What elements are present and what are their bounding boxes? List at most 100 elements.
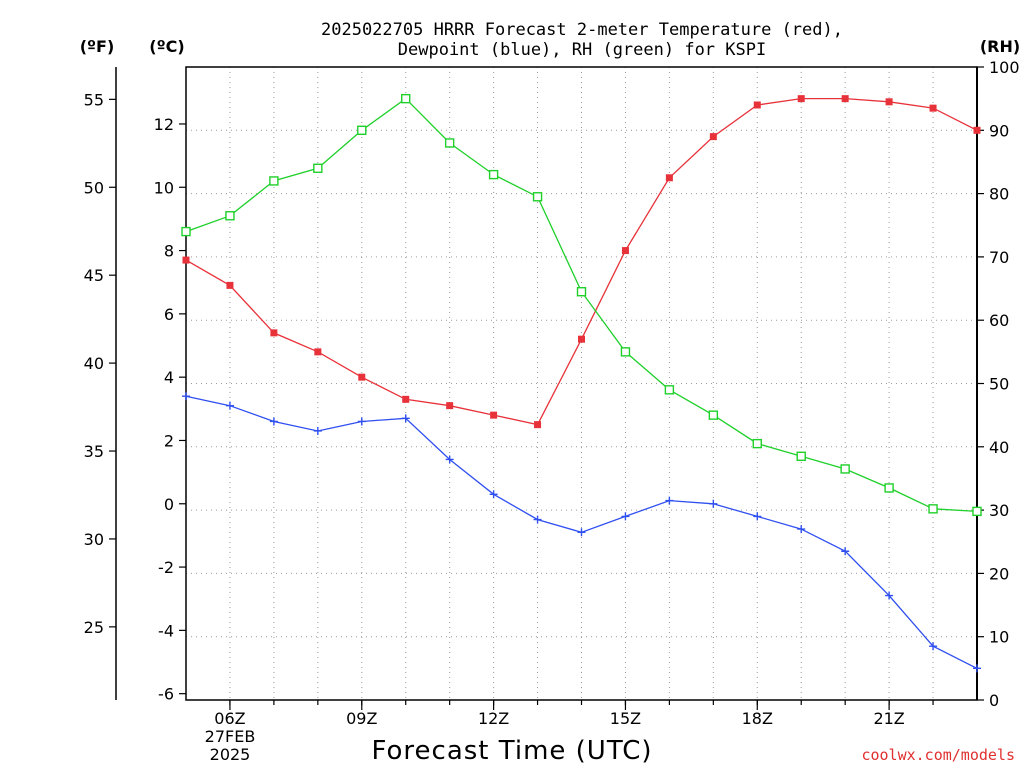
- dewpoint-point: [401, 414, 410, 423]
- dewpoint-point: [269, 417, 278, 426]
- rh-tick-label: 20: [989, 564, 1009, 583]
- temperature-point: [534, 421, 542, 429]
- dewpoint-point: [357, 417, 366, 426]
- date-label-day: 27FEB: [205, 727, 256, 746]
- rh-tick-label: 30: [989, 501, 1009, 520]
- rh-point: [225, 211, 235, 221]
- celsius-unit-label: (ºC): [149, 37, 184, 56]
- rh-point: [884, 483, 894, 493]
- grid-lines: [186, 67, 977, 700]
- rh-tick-label: 80: [989, 185, 1009, 204]
- dewpoint-point: [533, 515, 542, 524]
- rh-point: [576, 287, 587, 297]
- dewpoint-point: [929, 642, 938, 651]
- rh-tick-label: 60: [989, 311, 1009, 330]
- temperature-point: [929, 104, 937, 112]
- rh-point: [444, 138, 455, 148]
- celsius-tick-label: 6: [164, 305, 174, 324]
- rh-point: [357, 125, 367, 136]
- rh-tick-label: 40: [989, 438, 1009, 457]
- rh-tick-label: 90: [989, 121, 1009, 140]
- x-tick-label: 15Z: [610, 709, 641, 728]
- dewpoint-point: [797, 525, 806, 534]
- rh-unit-label: (RH): [980, 37, 1020, 56]
- temperature-point: [402, 395, 410, 403]
- temperature-point: [358, 373, 366, 381]
- rh-point: [796, 451, 806, 461]
- temperature-point: [665, 174, 673, 182]
- dewpoint-point: [841, 547, 850, 556]
- temperature-point: [885, 98, 893, 106]
- fahrenheit-tick-label: 25: [84, 618, 104, 637]
- temperature-point: [621, 247, 629, 255]
- fahrenheit-tick-label: 50: [84, 178, 104, 197]
- x-tick-label: 21Z: [873, 709, 904, 728]
- chart-title-line-2: Dewpoint (blue), RH (green) for KSPI: [398, 40, 766, 60]
- dewpoint-point: [621, 512, 630, 521]
- rh-point: [752, 438, 762, 449]
- temperature-point: [753, 101, 761, 109]
- series-dewpoint: [182, 392, 981, 673]
- fahrenheit-unit-label: (ºF): [80, 37, 115, 56]
- celsius-tick-label: -4: [158, 621, 174, 640]
- x-tick-label: 12Z: [478, 709, 509, 728]
- rh-point: [313, 163, 323, 173]
- fahrenheit-tick-label: 45: [84, 266, 104, 285]
- fahrenheit-tick-label: 35: [84, 442, 104, 461]
- chart-title-line-1: 2025022705 HRRR Forecast 2-meter Tempera…: [321, 20, 843, 40]
- rh-point: [840, 464, 850, 474]
- fahrenheit-tick-label: 30: [84, 530, 104, 549]
- celsius-tick-label: 12: [154, 115, 174, 134]
- date-label-year: 2025: [210, 745, 251, 764]
- rh-tick-label: 0: [989, 691, 999, 710]
- rh-point: [401, 93, 411, 104]
- rh-tick-label: 100: [989, 58, 1020, 77]
- celsius-tick-label: 10: [154, 178, 174, 197]
- temperature-point: [841, 95, 849, 103]
- rh-point: [181, 226, 191, 237]
- rh-point: [708, 410, 719, 420]
- celsius-tick-label: -2: [158, 558, 174, 577]
- temperature-point: [490, 411, 498, 419]
- rh-line: [185, 97, 978, 513]
- x-tick-label: 09Z: [346, 709, 377, 728]
- rh-point: [488, 169, 499, 180]
- dewpoint-point: [313, 426, 322, 435]
- rh-point: [972, 506, 982, 517]
- rh-point: [269, 176, 279, 186]
- dewpoint-point: [973, 664, 981, 673]
- temperature-point: [797, 95, 805, 103]
- tick-labels: -6 -4 -2 0 2 4 6 8 10 12 25 30 35 40 45 50 55 0 10 20 30 40 50…: [84, 58, 1020, 728]
- temperature-point: [973, 126, 981, 134]
- rh-point: [620, 347, 631, 357]
- fahrenheit-tick-label: 40: [84, 354, 104, 373]
- dewpoint-point: [665, 496, 674, 505]
- data-series: [181, 93, 982, 673]
- celsius-tick-label: 8: [164, 242, 174, 261]
- series-rh: [181, 93, 982, 517]
- celsius-tick-label: 2: [164, 431, 174, 450]
- temperature-point: [182, 256, 190, 264]
- fahrenheit-tick-label: 55: [84, 90, 104, 109]
- rh-point: [532, 192, 543, 202]
- rh-point: [664, 385, 675, 395]
- rh-tick-label: 50: [989, 375, 1009, 394]
- dewpoint-point: [225, 401, 234, 410]
- celsius-tick-label: -6: [158, 685, 174, 704]
- temperature-point: [226, 281, 234, 289]
- dewpoint-point: [753, 512, 762, 521]
- rh-tick-label: 10: [989, 628, 1009, 647]
- rh-tick-label: 70: [989, 248, 1009, 267]
- dewpoint-point: [709, 499, 718, 508]
- temperature-point: [709, 133, 717, 141]
- x-tick-label: 06Z: [214, 709, 245, 728]
- dewpoint-point: [182, 392, 190, 401]
- credit-text: coolwx.com/models: [861, 746, 1015, 764]
- temperature-point: [578, 335, 585, 343]
- dewpoint-point: [885, 591, 894, 600]
- temperature-point: [314, 348, 322, 356]
- celsius-tick-label: 4: [164, 368, 174, 387]
- x-axis-title: Forecast Time (UTC): [371, 736, 652, 766]
- temperature-point: [270, 329, 278, 337]
